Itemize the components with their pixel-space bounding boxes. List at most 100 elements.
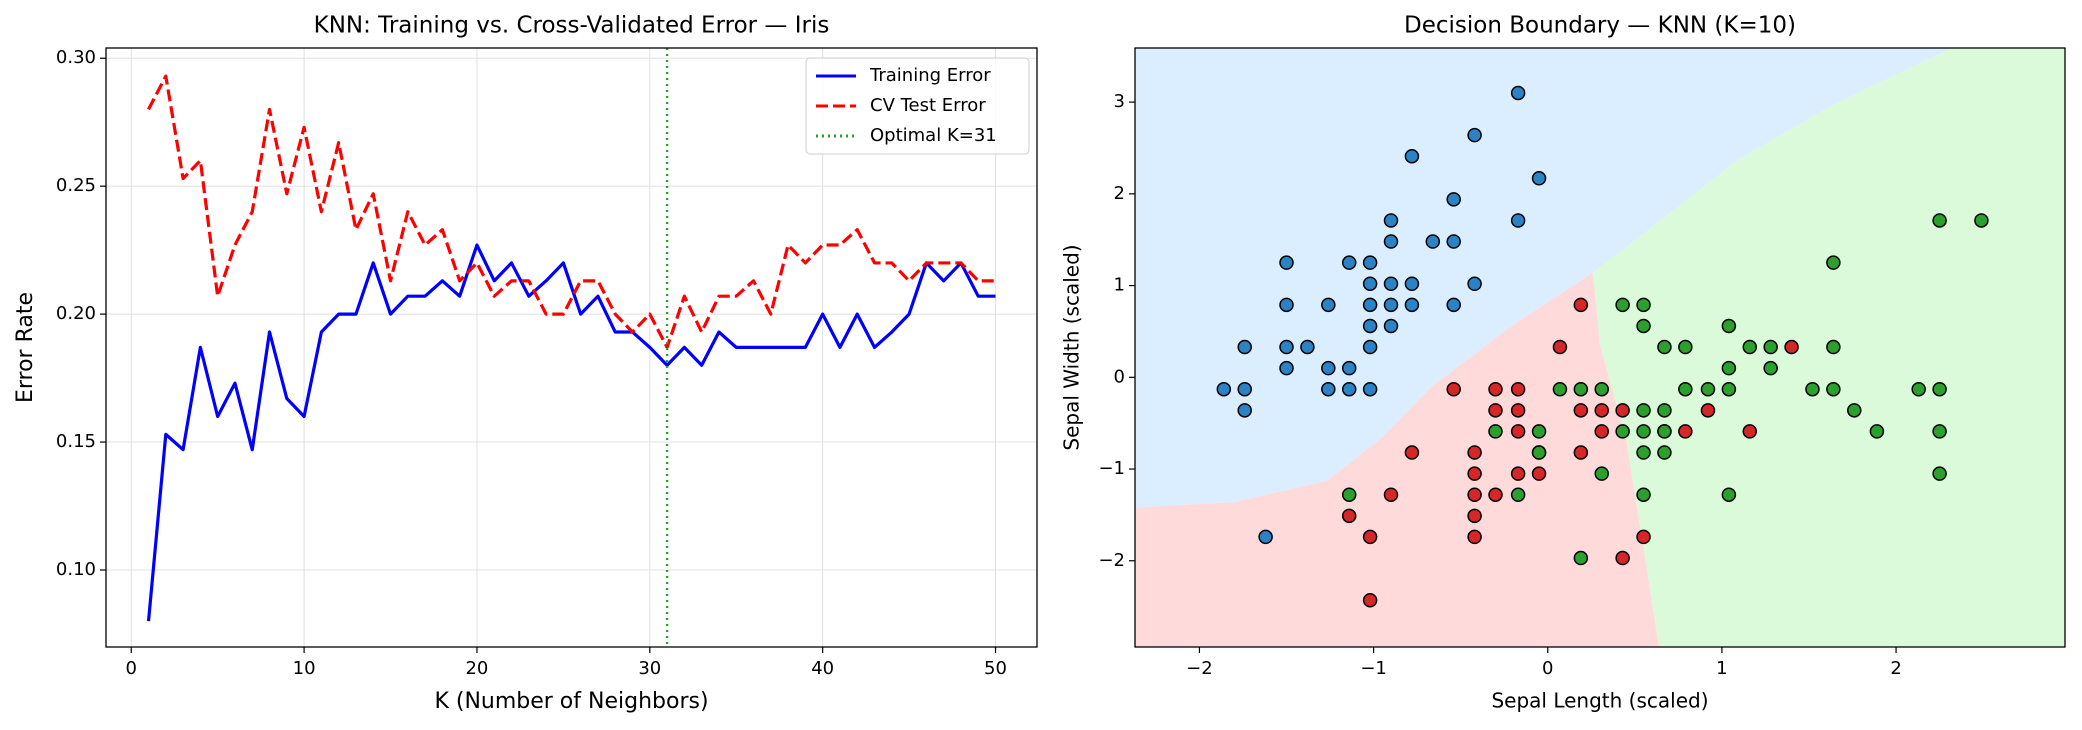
scatter-point: [1763, 360, 1778, 376]
scatter-point: [1237, 381, 1252, 397]
scatter-point: [1362, 339, 1378, 355]
chart-title: KNN: Training vs. Cross-Validated Error …: [314, 13, 830, 39]
scatter-point: [1552, 381, 1568, 397]
scatter-point: [1467, 466, 1482, 481]
scatter-point: [1321, 297, 1336, 313]
x-tick-label: 2: [1890, 658, 1901, 679]
scatter-point: [1216, 381, 1232, 397]
scatter-point: [1510, 466, 1526, 481]
scatter-point: [1678, 424, 1693, 439]
x-axis-label: K (Number of Neighbors): [434, 689, 708, 714]
scatter-point: [1488, 487, 1503, 502]
y-tick-label: 1: [1114, 275, 1125, 296]
scatter-point: [1657, 445, 1672, 460]
scatter-point: [1237, 403, 1252, 418]
scatter-point: [1383, 213, 1399, 228]
scatter-point: [1362, 297, 1378, 313]
y-tick-label: 2: [1114, 183, 1125, 204]
scatter-point: [1531, 466, 1547, 481]
scatter-point: [1636, 529, 1651, 545]
scatter-point: [1657, 403, 1672, 418]
scatter-point: [1383, 318, 1399, 334]
scatter-point: [1805, 381, 1820, 397]
scatter-point: [1467, 276, 1482, 291]
y-tick-label: 3: [1114, 91, 1125, 112]
x-tick-label: 30: [638, 658, 661, 679]
scatter-point: [1467, 445, 1482, 460]
scatter-point: [1932, 213, 1947, 228]
scatter-point: [1362, 255, 1378, 270]
legend-label: Training Error: [869, 65, 991, 86]
scatter-point: [1573, 445, 1589, 460]
series-line: [146, 243, 996, 622]
legend-label: CV Test Error: [870, 95, 986, 116]
y-tick-label: 0: [1114, 366, 1125, 387]
scatter-point: [1531, 424, 1547, 439]
scatter-point: [1678, 381, 1693, 397]
axes-frame: [1134, 47, 2066, 648]
scatter-point: [1258, 529, 1273, 545]
scatter-point: [1404, 148, 1420, 164]
scatter-point: [1657, 424, 1672, 439]
scatter-point: [1742, 339, 1758, 355]
scatter-point: [1657, 339, 1672, 355]
y-tick-label: −2: [1098, 550, 1125, 571]
scatter-point: [1721, 487, 1737, 502]
scatter-point: [1362, 529, 1378, 545]
scatter-point: [1300, 339, 1315, 355]
scatter-point: [1446, 234, 1461, 249]
scatter-point: [1510, 487, 1526, 502]
scatter-point: [1594, 381, 1609, 397]
scatter-point: [1404, 297, 1420, 313]
scatter-point: [1341, 360, 1357, 376]
scatter-point: [1826, 381, 1841, 397]
plot-area: [1135, 48, 2065, 647]
scatter-point: [1594, 403, 1609, 418]
scatter-point: [1636, 445, 1651, 460]
scatter-point: [1594, 424, 1609, 439]
scatter-point: [1467, 508, 1482, 524]
scatter-point: [1594, 466, 1609, 481]
scatter-point: [1552, 339, 1568, 355]
scatter-point: [1700, 403, 1716, 418]
scatter-point: [1678, 339, 1693, 355]
scatter-point: [1383, 297, 1399, 313]
scatter-point: [1510, 424, 1526, 439]
scatter-point: [1237, 339, 1252, 355]
scatter-point: [1615, 403, 1630, 418]
y-tick-label: 0.15: [56, 431, 96, 452]
scatter-point: [1932, 381, 1947, 397]
scatter-point: [1615, 297, 1630, 313]
y-tick-label: 0.20: [56, 303, 96, 324]
scatter-point: [1763, 339, 1778, 355]
y-tick-label: 0.25: [56, 175, 96, 196]
scatter-point: [1279, 360, 1294, 376]
x-tick-label: −1: [1360, 658, 1387, 679]
y-axis-label: Sepal Width (scaled): [1060, 244, 1084, 450]
scatter-point: [1700, 381, 1716, 397]
legend-label: Optimal K=31: [870, 125, 997, 146]
scatter-point: [1932, 424, 1947, 439]
scatter-point: [1721, 360, 1737, 376]
scatter-point: [1932, 466, 1947, 481]
series-line: [147, 74, 996, 349]
scatter-point: [1488, 381, 1503, 397]
scatter-point: [1488, 424, 1503, 439]
axes-frame: [105, 47, 1038, 648]
scatter-point: [1869, 424, 1885, 439]
scatter-point: [1488, 403, 1503, 418]
scatter-point: [1826, 255, 1841, 270]
scatter-point: [1573, 381, 1589, 397]
scatter-point: [1510, 403, 1526, 418]
scatter-point: [1974, 213, 1989, 228]
scatter-point: [1321, 360, 1336, 376]
scatter-point: [1510, 381, 1526, 397]
decision-region: [1135, 48, 1952, 508]
scatter-point: [1279, 297, 1294, 313]
y-tick-label: 0.10: [56, 559, 96, 580]
y-tick-label: 0.30: [56, 47, 96, 68]
scatter-point: [1341, 381, 1357, 397]
legend-box: [805, 57, 1030, 155]
x-tick-label: 10: [293, 658, 316, 679]
scatter-point: [1467, 127, 1482, 143]
